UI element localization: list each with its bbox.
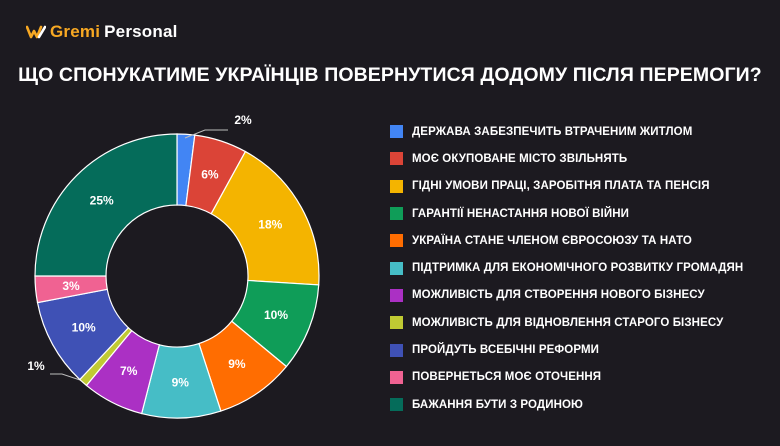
legend-item: МОЖЛИВІСТЬ ДЛЯ ВІДНОВЛЕННЯ СТАРОГО БІЗНЕ… <box>390 309 743 336</box>
legend-swatch <box>390 125 403 139</box>
slice-value-label: 10% <box>72 320 96 334</box>
slice-value-label: 3% <box>62 279 80 293</box>
slice-value-label: 2% <box>234 113 252 127</box>
legend-swatch <box>390 152 403 166</box>
gremi-logo-icon <box>26 25 46 39</box>
donut-slice <box>34 133 178 277</box>
legend-item: МОЄ ОКУПОВАНЕ МІСТО ЗВІЛЬНЯТЬ <box>390 145 743 172</box>
slice-value-label: 9% <box>172 375 190 389</box>
chart-legend: ДЕРЖАВА ЗАБЕЗПЕЧИТЬ ВТРАЧЕНИМ ЖИТЛОМ МОЄ … <box>390 118 743 418</box>
legend-label: ГАРАНТІЇ НЕНАСТАННЯ НОВОЇ ВІЙНИ <box>412 207 629 220</box>
brand-name-accent: Gremi <box>50 22 101 41</box>
legend-swatch <box>390 261 403 275</box>
legend-label: ПРОЙДУТЬ ВСЕБІЧНІ РЕФОРМИ <box>412 344 600 357</box>
legend-item: БАЖАННЯ БУТИ З РОДИНОЮ <box>390 391 743 418</box>
legend-item: ПОВЕРНЕТЬСЯ МОЄ ОТОЧЕННЯ <box>390 364 743 391</box>
legend-item: ПРОЙДУТЬ ВСЕБІЧНІ РЕФОРМИ <box>390 336 743 363</box>
legend-swatch <box>390 234 403 248</box>
legend-swatch <box>390 398 403 412</box>
legend-item: ГАРАНТІЇ НЕНАСТАННЯ НОВОЇ ВІЙНИ <box>390 200 743 227</box>
legend-label: МОЖЛИВІСТЬ ДЛЯ СТВОРЕННЯ НОВОГО БІЗНЕСУ <box>412 289 705 302</box>
slice-value-label: 9% <box>228 357 246 371</box>
legend-swatch <box>390 207 403 221</box>
donut-slice <box>210 150 320 286</box>
slice-value-label: 25% <box>90 194 114 208</box>
legend-swatch <box>390 370 403 384</box>
legend-label: МОЄ ОКУПОВАНЕ МІСТО ЗВІЛЬНЯТЬ <box>412 152 628 165</box>
label-leader-line <box>184 129 228 139</box>
legend-item: ДЕРЖАВА ЗАБЕЗПЕЧИТЬ ВТРАЧЕНИМ ЖИТЛОМ <box>390 118 743 145</box>
legend-label: ПОВЕРНЕТЬСЯ МОЄ ОТОЧЕННЯ <box>412 371 602 384</box>
legend-label: ДЕРЖАВА ЗАБЕЗПЕЧИТЬ ВТРАЧЕНИМ ЖИТЛОМ <box>412 125 693 138</box>
legend-item: МОЖЛИВІСТЬ ДЛЯ СТВОРЕННЯ НОВОГО БІЗНЕСУ <box>390 282 743 309</box>
slice-value-label: 1% <box>27 359 45 373</box>
brand-logo: Gremi Personal <box>26 22 178 42</box>
legend-item: ГІДНІ УМОВИ ПРАЦІ, ЗАРОБІТНЯ ПЛАТА ТА ПЕ… <box>390 173 743 200</box>
legend-label: МОЖЛИВІСТЬ ДЛЯ ВІДНОВЛЕННЯ СТАРОГО БІЗНЕ… <box>412 316 724 329</box>
slice-value-label: 10% <box>264 308 288 322</box>
label-leader-line <box>50 373 81 381</box>
chart-title: ЩО СПОНУКАТИМЕ УКРАЇНЦІВ ПОВЕРНУТИСЯ ДОД… <box>18 64 762 86</box>
legend-swatch <box>390 316 403 330</box>
legend-label: ПІДТРИМКА ДЛЯ ЕКОНОМІЧНОГО РОЗВИТКУ ГРОМ… <box>412 262 744 275</box>
legend-item: ПІДТРИМКА ДЛЯ ЕКОНОМІЧНОГО РОЗВИТКУ ГРОМ… <box>390 254 743 281</box>
legend-label: БАЖАННЯ БУТИ З РОДИНОЮ <box>412 398 583 411</box>
legend-item: УКРАЇНА СТАНЕ ЧЛЕНОМ ЄВРОСОЮЗУ ТА НАТО <box>390 227 743 254</box>
legend-label: УКРАЇНА СТАНЕ ЧЛЕНОМ ЄВРОСОЮЗУ ТА НАТО <box>412 234 692 247</box>
legend-swatch <box>390 343 403 357</box>
legend-swatch <box>390 179 403 193</box>
slice-value-label: 7% <box>120 364 138 378</box>
slice-value-label: 18% <box>258 218 282 232</box>
slice-value-label: 6% <box>201 168 219 182</box>
legend-swatch <box>390 288 403 302</box>
legend-label: ГІДНІ УМОВИ ПРАЦІ, ЗАРОБІТНЯ ПЛАТА ТА ПЕ… <box>412 180 710 193</box>
brand-name-rest: Personal <box>104 22 178 41</box>
